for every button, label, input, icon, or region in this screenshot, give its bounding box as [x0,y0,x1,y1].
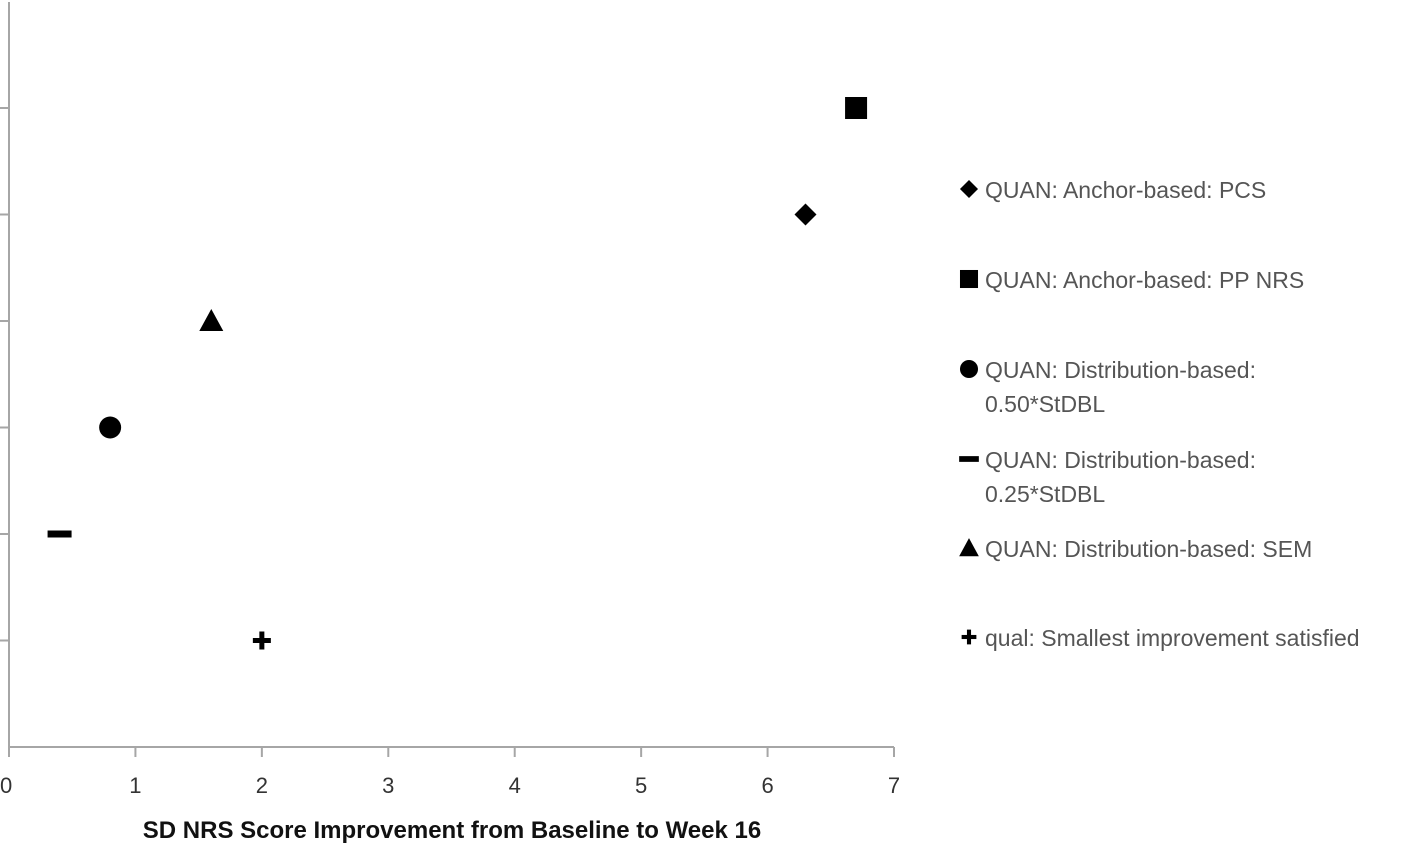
legend-label: 0.50*StDBL [985,391,1105,417]
data-point-dash [47,530,72,538]
legend-label: QUAN: Distribution-based: SEM [985,536,1312,562]
legend-label: qual: Smallest improvement satisfied [985,625,1360,651]
x-axis-ticks: 0 1 2 3 4 5 6 7 [0,747,900,798]
axes [0,2,894,748]
legend-marker-plus [961,629,977,645]
legend-item: QUAN: Distribution-based: SEM [959,536,1312,562]
legend-marker-circle [959,359,979,379]
legend-label: QUAN: Anchor-based: PP NRS [985,267,1304,293]
legend-marker-square [959,269,979,289]
x-tick-label: 0 [0,773,12,798]
x-tick-label: 4 [509,773,521,798]
legend-item: QUAN: Distribution-based: 0.25*StDBL [959,447,1256,507]
legend-marker-dash [959,456,979,462]
data-point-circle [99,416,122,439]
x-tick-label: 2 [256,773,268,798]
x-tick-label: 6 [761,773,773,798]
legend-label: 0.25*StDBL [985,481,1105,507]
legend-label: QUAN: Distribution-based: [985,357,1256,383]
legend-item: QUAN: Anchor-based: PP NRS [959,267,1304,293]
data-points [47,97,868,650]
legend: QUAN: Anchor-based: PCS QUAN: Anchor-base… [959,177,1360,651]
data-point-triangle [199,309,224,331]
x-tick-label: 7 [888,773,900,798]
legend-item: QUAN: Distribution-based: 0.50*StDBL [959,357,1256,417]
legend-marker-diamond [959,179,979,199]
legend-label: QUAN: Anchor-based: PCS [985,177,1266,203]
data-point-plus [252,631,271,650]
x-tick-label: 1 [129,773,141,798]
legend-label: QUAN: Distribution-based: [985,447,1256,473]
x-axis-title: SD NRS Score Improvement from Baseline t… [143,817,761,844]
data-point-square [845,97,868,119]
data-point-diamond [794,203,817,226]
legend-item: QUAN: Anchor-based: PCS [959,177,1266,203]
x-tick-label: 3 [382,773,394,798]
legend-marker-triangle [959,538,979,557]
legend-item: qual: Smallest improvement satisfied [961,625,1360,651]
x-tick-label: 5 [635,773,647,798]
